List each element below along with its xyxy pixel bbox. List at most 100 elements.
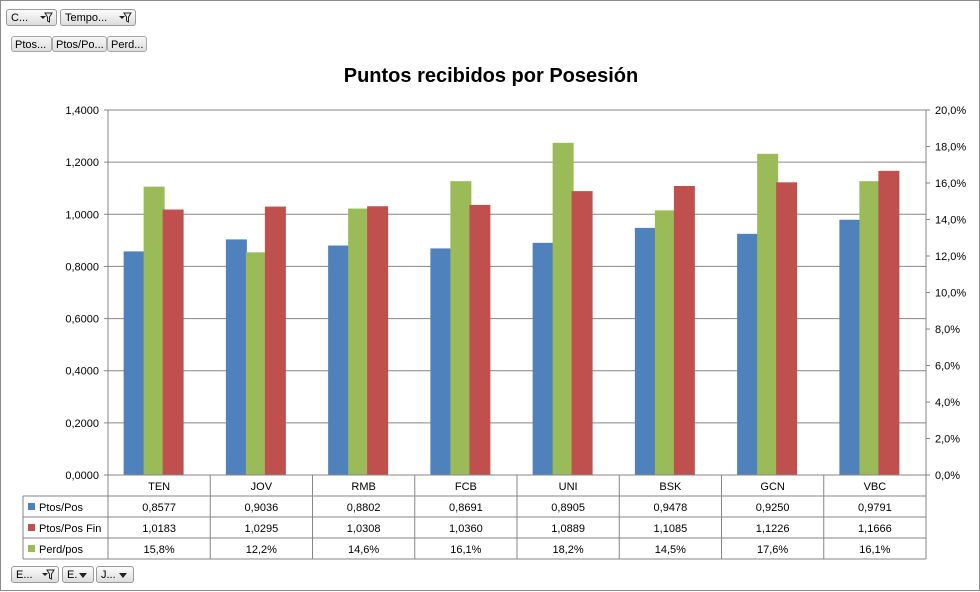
dropdown-arrow-icon — [119, 573, 127, 578]
bar-perd-pos-bsk — [654, 210, 676, 475]
y-right-tick-label: 6,0% — [935, 361, 960, 373]
bar-perd-pos-uni — [552, 142, 574, 475]
axis-field-e-label: E. — [67, 569, 78, 581]
axis-field-e-button[interactable]: E. — [62, 566, 94, 583]
legend-key — [28, 503, 35, 510]
filter-dropdown-icon — [119, 12, 132, 23]
table-row-header: Ptos/Pos Fin — [39, 523, 101, 535]
value-field-ptospo-label: Ptos/Po... — [56, 39, 104, 51]
data-label: 18,2% — [553, 544, 584, 556]
x-tick-label: FCB — [455, 481, 477, 493]
filter-dropdown-icon — [40, 12, 53, 23]
axis-field-j-button[interactable]: J... — [96, 566, 134, 583]
chart-title: Puntos recibidos por Posesión — [343, 65, 639, 87]
data-label: 14,6% — [348, 544, 379, 556]
y-right-tick-label: 8,0% — [935, 324, 960, 336]
y-right-tick-label: 2,0% — [935, 434, 960, 446]
y-right-tick-label: 18,0% — [935, 142, 966, 154]
data-label: 0,8577 — [142, 502, 176, 514]
table-row-header: Perd/pos — [39, 544, 84, 556]
bar-ptos-pos-gcn — [737, 233, 759, 475]
axis-filter-e-button[interactable]: E... — [11, 566, 59, 583]
bar-ptos-pos-rmb — [328, 245, 350, 475]
bar-perd-pos-rmb — [348, 208, 370, 476]
axes: 0,0000 0,2000 0,4000 0,6000 0,8000 1,0000 1,20… — [65, 105, 966, 482]
y-right-tick-label: 20,0% — [935, 105, 966, 117]
data-label: 1,0308 — [347, 523, 381, 535]
dropdown-arrow-icon — [79, 573, 87, 578]
bar-ptos-pos-fin-uni — [571, 191, 593, 475]
bar-perd-pos-vbc — [859, 181, 881, 476]
y-left-tick-label: 0,2000 — [65, 418, 99, 430]
value-field-ptospo-button[interactable]: Ptos/Po... — [52, 36, 107, 52]
bar-ptos-pos-vbc — [839, 219, 861, 475]
bar-ptos-pos-fcb — [430, 248, 452, 475]
x-tick-label: GCN — [760, 481, 785, 493]
data-label: 0,8802 — [347, 502, 381, 514]
bar-ptos-pos-fin-gcn — [776, 182, 798, 475]
data-label: 0,9478 — [654, 502, 688, 514]
filter-dropdown-icon — [42, 569, 55, 580]
bar-perd-pos-gcn — [757, 153, 779, 476]
value-field-perd-label: Perd... — [111, 39, 144, 51]
x-tick-label: JOV — [251, 481, 273, 493]
y-left-tick-label: 0,6000 — [65, 314, 99, 326]
data-label: 1,1666 — [858, 523, 892, 535]
y-left-tick-label: 1,0000 — [65, 209, 99, 221]
value-field-perd-button[interactable]: Perd... — [107, 36, 147, 52]
bar-ptos-pos-fin-bsk — [673, 185, 695, 475]
bar-marks — [123, 142, 900, 476]
axis-field-j-label: J... — [101, 569, 116, 581]
y-right-tick-label: 14,0% — [935, 215, 966, 227]
data-label: 1,1085 — [654, 523, 688, 535]
bar-ptos-pos-ten — [123, 251, 145, 475]
value-field-ptos-button[interactable]: Ptos... — [11, 36, 52, 52]
bar-ptos-pos-fin-fcb — [469, 204, 491, 475]
data-label: 1,0889 — [551, 523, 585, 535]
x-tick-label: TEN — [148, 481, 170, 493]
data-label: 17,6% — [757, 544, 788, 556]
bar-perd-pos-jov — [245, 252, 267, 475]
data-label: 16,1% — [859, 544, 890, 556]
x-tick-label: BSK — [659, 481, 682, 493]
data-label: 0,9036 — [245, 502, 279, 514]
bar-ptos-pos-fin-vbc — [878, 170, 900, 475]
data-label: 16,1% — [450, 544, 481, 556]
axis-filter-e-label: E... — [16, 569, 33, 581]
data-label: 0,9250 — [756, 502, 790, 514]
y-left-tick-label: 0,8000 — [65, 261, 99, 273]
report-filter-c-label: C... — [11, 12, 29, 24]
y-right-tick-label: 16,0% — [935, 178, 966, 190]
data-label: 1,0295 — [245, 523, 279, 535]
report-filter-tempo-button[interactable]: Tempo... — [60, 9, 136, 26]
data-label: 1,1226 — [756, 523, 790, 535]
report-filter-tempo-label: Tempo... — [65, 12, 108, 24]
x-tick-label: RMB — [351, 481, 375, 493]
x-tick-label: UNI — [559, 481, 578, 493]
y-left-tick-label: 0,0000 — [65, 470, 99, 482]
x-tick-label: VBC — [864, 481, 887, 493]
y-left-tick-label: 1,2000 — [65, 157, 99, 169]
y-right-tick-label: 12,0% — [935, 251, 966, 263]
bar-perd-pos-fcb — [450, 181, 472, 476]
bar-ptos-pos-uni — [532, 242, 554, 475]
data-label: 0,9791 — [858, 502, 892, 514]
data-label: 1,0183 — [142, 523, 176, 535]
value-field-ptos-label: Ptos... — [15, 39, 47, 51]
y-left-tick-label: 0,4000 — [65, 366, 99, 378]
bar-ptos-pos-jov — [225, 239, 247, 475]
data-label: 15,8% — [144, 544, 175, 556]
bar-ptos-pos-fin-rmb — [367, 206, 389, 475]
table-row-header: Ptos/Pos — [39, 502, 84, 514]
report-filter-c-button[interactable]: C... — [6, 9, 57, 26]
legend-key — [28, 545, 35, 552]
data-label: 1,0360 — [449, 523, 483, 535]
y-left-tick-label: 1,4000 — [65, 105, 99, 117]
data-label: 14,5% — [655, 544, 686, 556]
y-right-tick-label: 0,0% — [935, 470, 960, 482]
bar-ptos-pos-fin-jov — [264, 206, 286, 475]
bar-ptos-pos-bsk — [634, 227, 656, 475]
bar-perd-pos-ten — [143, 186, 165, 475]
